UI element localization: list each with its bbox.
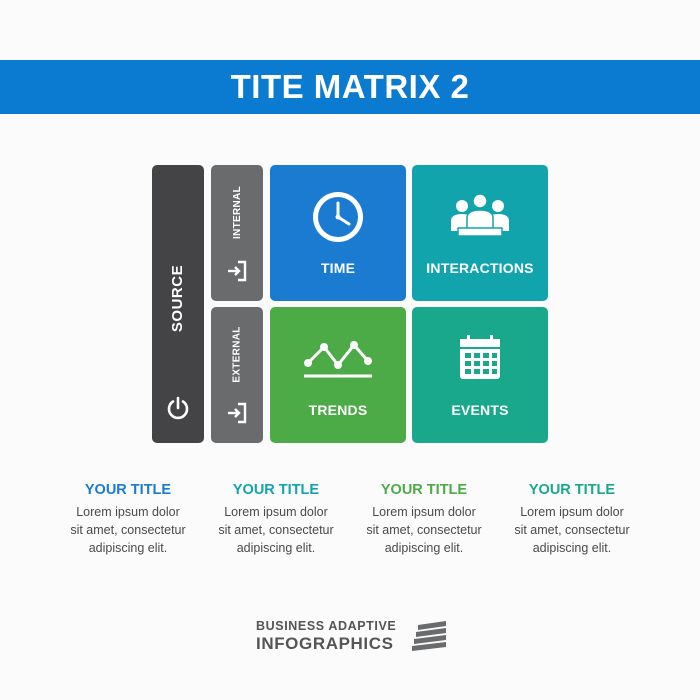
description-line: sit amet, consectetur — [218, 523, 334, 537]
description-block: YOUR TITLE Lorem ipsum dolor sit amet, c… — [502, 482, 642, 557]
description-block: YOUR TITLE Lorem ipsum dolor sit amet, c… — [58, 482, 198, 557]
tile-time-label: TIME — [320, 260, 356, 276]
description-block: YOUR TITLE Lorem ipsum dolor sit amet, c… — [354, 482, 494, 557]
description-line: sit amet, consectetur — [366, 523, 482, 537]
tile-trends-label: TRENDS — [308, 402, 368, 418]
tile-events: EVENTS — [412, 307, 548, 443]
brand-line2: INFOGRAPHICS — [256, 634, 394, 653]
description-line: adipiscing elit. — [384, 541, 464, 555]
description-line: adipiscing elit. — [88, 541, 168, 555]
description-title: YOUR TITLE — [84, 482, 172, 498]
people-icon — [451, 193, 509, 237]
clock-icon — [313, 192, 363, 242]
stripes-logo-icon — [412, 621, 446, 651]
header-band: TITE MATRIX 2 — [0, 60, 700, 114]
description-title: YOUR TITLE — [232, 482, 320, 498]
page-title: TITE MATRIX 2 — [230, 68, 470, 105]
description-title: YOUR TITLE — [528, 482, 616, 498]
internal-label: INTERNAL — [231, 185, 243, 239]
enter-icon — [228, 260, 247, 282]
external-label: EXTERNAL — [231, 325, 243, 383]
description-line: Lorem ipsum dolor — [372, 505, 476, 519]
tile-trends: TRENDS — [270, 307, 406, 443]
brand-logo: BUSINESS ADAPTIVE INFOGRAPHICS — [256, 619, 456, 659]
description-line: Lorem ipsum dolor — [76, 505, 180, 519]
description-line: adipiscing elit. — [236, 541, 316, 555]
tile-events-label: EVENTS — [451, 402, 509, 418]
internal-tile: INTERNAL — [211, 165, 263, 301]
description-line: sit amet, consectetur — [70, 523, 186, 537]
external-tile: EXTERNAL — [211, 307, 263, 443]
enter-icon — [228, 402, 247, 424]
description-line: Lorem ipsum dolor — [520, 505, 624, 519]
description-block: YOUR TITLE Lorem ipsum dolor sit amet, c… — [206, 482, 346, 557]
source-column: SOURCE — [152, 165, 204, 443]
description-title: YOUR TITLE — [380, 482, 468, 498]
trend-line-icon — [304, 341, 372, 378]
calendar-icon — [460, 335, 500, 379]
brand-line1: BUSINESS ADAPTIVE — [256, 619, 397, 633]
description-line: adipiscing elit. — [532, 541, 612, 555]
tile-interactions-label: INTERACTIONS — [426, 260, 534, 276]
description-line: sit amet, consectetur — [514, 523, 630, 537]
tile-time: TIME — [270, 165, 406, 301]
power-icon — [167, 396, 189, 420]
description-line: Lorem ipsum dolor — [224, 505, 328, 519]
tile-interactions: INTERACTIONS — [412, 165, 548, 301]
source-label: SOURCE — [169, 264, 187, 332]
